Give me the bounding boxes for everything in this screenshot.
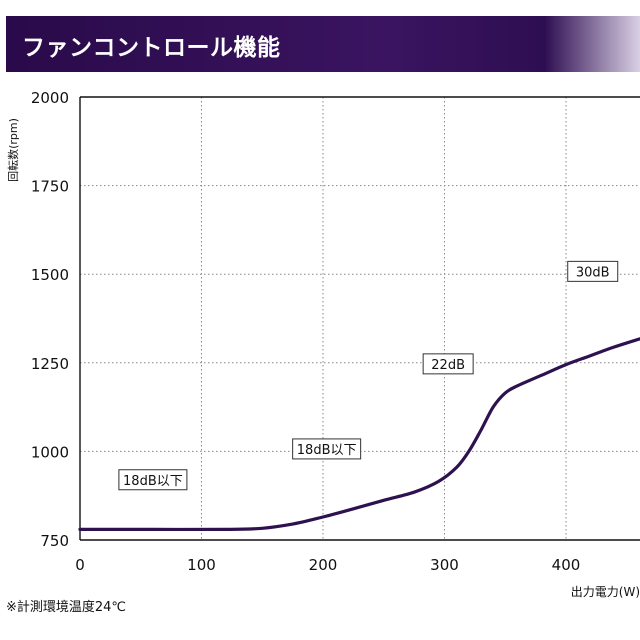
y-tick-label: 1500 (31, 266, 69, 284)
noise-level-label: 30dB (567, 260, 619, 282)
y-axis-label: 回転数(rpm) (7, 118, 20, 182)
x-tick-label: 400 (552, 556, 581, 574)
noise-label-text: 18dB以下 (123, 474, 183, 489)
y-tick-label: 1250 (31, 355, 69, 373)
page-title: ファンコントロール機能 (22, 35, 281, 61)
noise-label-box (422, 353, 474, 375)
noise-level-label: 18dB以下 (292, 438, 362, 460)
measurement-note: ※計測環境温度24℃ (6, 600, 127, 615)
noise-label-box (118, 469, 188, 491)
x-tick-label: 100 (187, 556, 216, 574)
fan-speed-curve (78, 337, 640, 532)
y-tick-label: 1000 (31, 443, 69, 461)
noise-level-label: 22dB (422, 353, 474, 375)
series-layer (78, 337, 640, 532)
noise-label-box (292, 438, 362, 460)
y-tick-label: 750 (40, 532, 69, 550)
x-axis-label: 出力電力(W) (571, 585, 640, 599)
x-tick-label: 0 (75, 556, 85, 574)
noise-label-text: 22dB (431, 358, 465, 373)
noise-level-label: 18dB以下 (118, 469, 188, 491)
axis-layer: 0 100 200 300 400 750 1000 1250 1500 1750 2000 回転数(… (7, 89, 640, 599)
y-tick-label: 2000 (31, 89, 69, 107)
noise-label-text: 18dB以下 (297, 443, 357, 458)
x-tick-label: 300 (430, 556, 459, 574)
noise-label-text: 30dB (576, 265, 610, 280)
noise-label-box (567, 260, 619, 282)
x-tick-label: 200 (309, 556, 338, 574)
y-tick-label: 1750 (31, 178, 69, 196)
annotation-layer: 18dB以下 18dB以下 22dB 30dB (118, 260, 619, 491)
title-banner: ファンコントロール機能 (6, 16, 640, 72)
